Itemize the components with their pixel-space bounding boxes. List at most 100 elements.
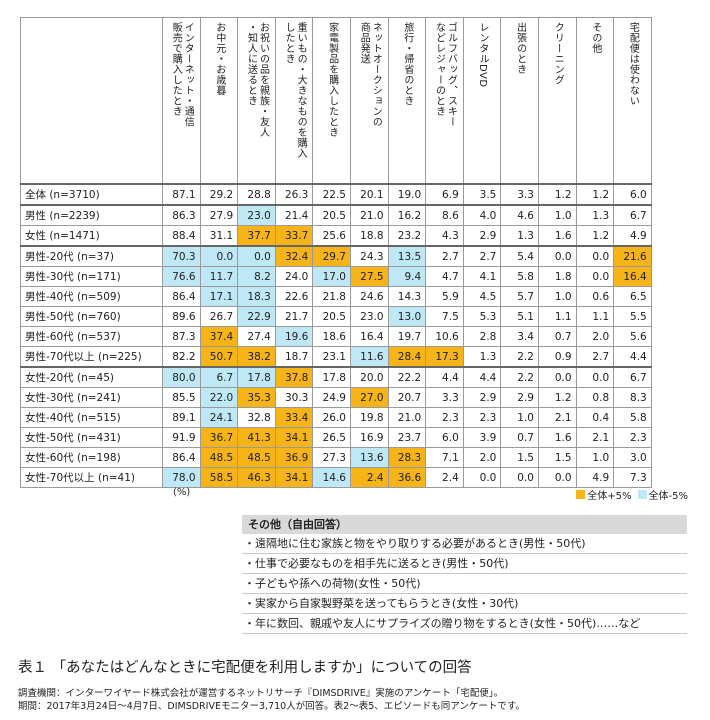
value-cell: 22.6 xyxy=(274,286,314,307)
value-cell: 4.5 xyxy=(462,286,502,307)
legend-label-above: 全体+5% xyxy=(587,491,632,502)
table-row: 男性-20代 (n=37) 70.3 0.0 0.0 32.4 29.7 24.3 13.5 2… xyxy=(20,245,652,267)
value-cell: 1.5 xyxy=(500,447,539,468)
value-cell: 29.2 xyxy=(199,183,239,206)
value-cell: 91.9 xyxy=(162,427,201,448)
column-header: お祝いの品を親族・友人 ・知人に送るとき xyxy=(237,17,276,185)
value-cell: 1.1 xyxy=(575,306,615,327)
table-caption: 表１ 「あなたはどんなときに宅配便を利用しますか」についての回答 xyxy=(18,660,472,676)
value-cell: 1.2 xyxy=(537,387,577,408)
table-row: 男性 (n=2239) 86.3 27.9 23.0 21.4 20.5 21.0 16.2 8… xyxy=(20,204,652,226)
value-cell: 1.3 xyxy=(575,204,615,226)
value-cell: 19.6 xyxy=(274,326,314,347)
value-cell: 46.3 xyxy=(237,467,276,488)
value-cell: 31.1 xyxy=(199,225,239,247)
value-cell: 3.3 xyxy=(425,387,464,408)
value-cell: 4.7 xyxy=(425,266,464,287)
table-corner-cell xyxy=(20,17,163,185)
value-cell: 1.3 xyxy=(500,225,539,247)
row-label: 男性-20代 (n=37) xyxy=(20,245,163,267)
value-cell: 5.3 xyxy=(462,306,502,327)
value-cell: 2.3 xyxy=(462,407,502,428)
value-cell: 32.4 xyxy=(274,245,314,267)
value-cell: 14.3 xyxy=(387,286,427,307)
column-header-label: インターネット・通信 販売で購入したとき xyxy=(170,22,194,127)
value-cell: 2.9 xyxy=(462,225,502,247)
value-cell: 86.3 xyxy=(162,204,201,226)
value-cell: 1.6 xyxy=(537,225,577,247)
value-cell: 18.3 xyxy=(237,286,276,307)
value-cell: 6.9 xyxy=(425,183,464,206)
value-cell: 13.6 xyxy=(349,447,389,468)
value-cell: 22.0 xyxy=(199,387,239,408)
table-row: 男性-40代 (n=509) 86.4 17.1 18.3 22.6 21.8 24.6 14… xyxy=(20,286,652,307)
value-cell: 2.4 xyxy=(425,467,464,488)
value-cell: 18.6 xyxy=(312,326,351,347)
row-label: 男性-60代 (n=537) xyxy=(20,326,163,347)
value-cell: 17.8 xyxy=(312,366,351,388)
value-cell: 7.1 xyxy=(425,447,464,468)
value-cell: 23.1 xyxy=(312,346,351,368)
value-cell: 4.0 xyxy=(462,204,502,226)
value-cell: 76.6 xyxy=(162,266,201,287)
value-cell: 6.0 xyxy=(425,427,464,448)
value-cell: 78.0 xyxy=(162,467,201,488)
value-cell: 33.4 xyxy=(274,407,314,428)
value-cell: 0.0 xyxy=(462,467,502,488)
value-cell: 28.4 xyxy=(387,346,427,368)
value-cell: 26.3 xyxy=(274,183,314,206)
value-cell: 18.7 xyxy=(274,346,314,368)
value-cell: 3.4 xyxy=(500,326,539,347)
row-label: 男性-40代 (n=509) xyxy=(20,286,163,307)
value-cell: 48.5 xyxy=(237,447,276,468)
value-cell: 86.4 xyxy=(162,286,201,307)
row-label: 男性-30代 (n=171) xyxy=(20,266,163,287)
value-cell: 19.8 xyxy=(349,407,389,428)
value-cell: 34.1 xyxy=(274,467,314,488)
column-header: 旅行・帰省のとき xyxy=(387,17,427,185)
value-cell: 0.6 xyxy=(575,286,615,307)
value-cell: 28.8 xyxy=(237,183,276,206)
value-cell: 4.4 xyxy=(425,366,464,388)
value-cell: 17.1 xyxy=(199,286,239,307)
value-cell: 0.8 xyxy=(575,387,615,408)
value-cell: 24.0 xyxy=(274,266,314,287)
value-cell: 27.4 xyxy=(237,326,276,347)
table-row: 女性-70代以上 (n=41) 78.0 58.5 46.3 34.1 14.6 2.4 36… xyxy=(20,467,652,488)
value-cell: 80.0 xyxy=(162,366,201,388)
value-cell: 88.4 xyxy=(162,225,201,247)
value-cell: 85.5 xyxy=(162,387,201,408)
row-label: 男性-50代 (n=760) xyxy=(20,306,163,327)
row-label: 女性-50代 (n=431) xyxy=(20,427,163,448)
value-cell: 2.2 xyxy=(500,366,539,388)
row-label: 全体 (n=3710) xyxy=(20,183,163,206)
value-cell: 3.5 xyxy=(462,183,502,206)
value-cell: 22.9 xyxy=(237,306,276,327)
value-cell: 86.4 xyxy=(162,447,201,468)
value-cell: 1.0 xyxy=(575,447,615,468)
value-cell: 20.1 xyxy=(349,183,389,206)
value-cell: 36.6 xyxy=(387,467,427,488)
free-answer-item: ・年に数回、親戚や友人にサプライズの贈り物をするとき(女性・50代)……など xyxy=(242,614,687,634)
column-header-label: 出張のとき xyxy=(514,22,526,75)
value-cell: 87.1 xyxy=(162,183,201,206)
free-answer-item: ・仕事で必要なものを相手先に送るとき(男性・50代) xyxy=(242,554,687,574)
value-cell: 6.5 xyxy=(613,286,652,307)
value-cell: 4.6 xyxy=(500,204,539,226)
column-header: 重いもの・大きなものを購入 したとき xyxy=(274,17,314,185)
value-cell: 6.0 xyxy=(613,183,652,206)
value-cell: 4.9 xyxy=(613,225,652,247)
value-cell: 0.7 xyxy=(500,427,539,448)
value-cell: 26.0 xyxy=(312,407,351,428)
value-cell: 16.4 xyxy=(613,266,652,287)
value-cell: 4.3 xyxy=(425,225,464,247)
table-row: 女性-30代 (n=241) 85.5 22.0 35.3 30.3 24.9 27.0 20… xyxy=(20,387,652,408)
row-label: 男性-70代以上 (n=225) xyxy=(20,346,163,368)
value-cell: 2.0 xyxy=(575,326,615,347)
column-header: お中元・お歳暮 xyxy=(199,17,239,185)
column-header-label: 旅行・帰省のとき xyxy=(401,22,413,106)
column-header: クリーニング xyxy=(537,17,577,185)
row-label: 男性 (n=2239) xyxy=(20,204,163,226)
value-cell: 33.7 xyxy=(274,225,314,247)
value-cell: 82.2 xyxy=(162,346,201,368)
